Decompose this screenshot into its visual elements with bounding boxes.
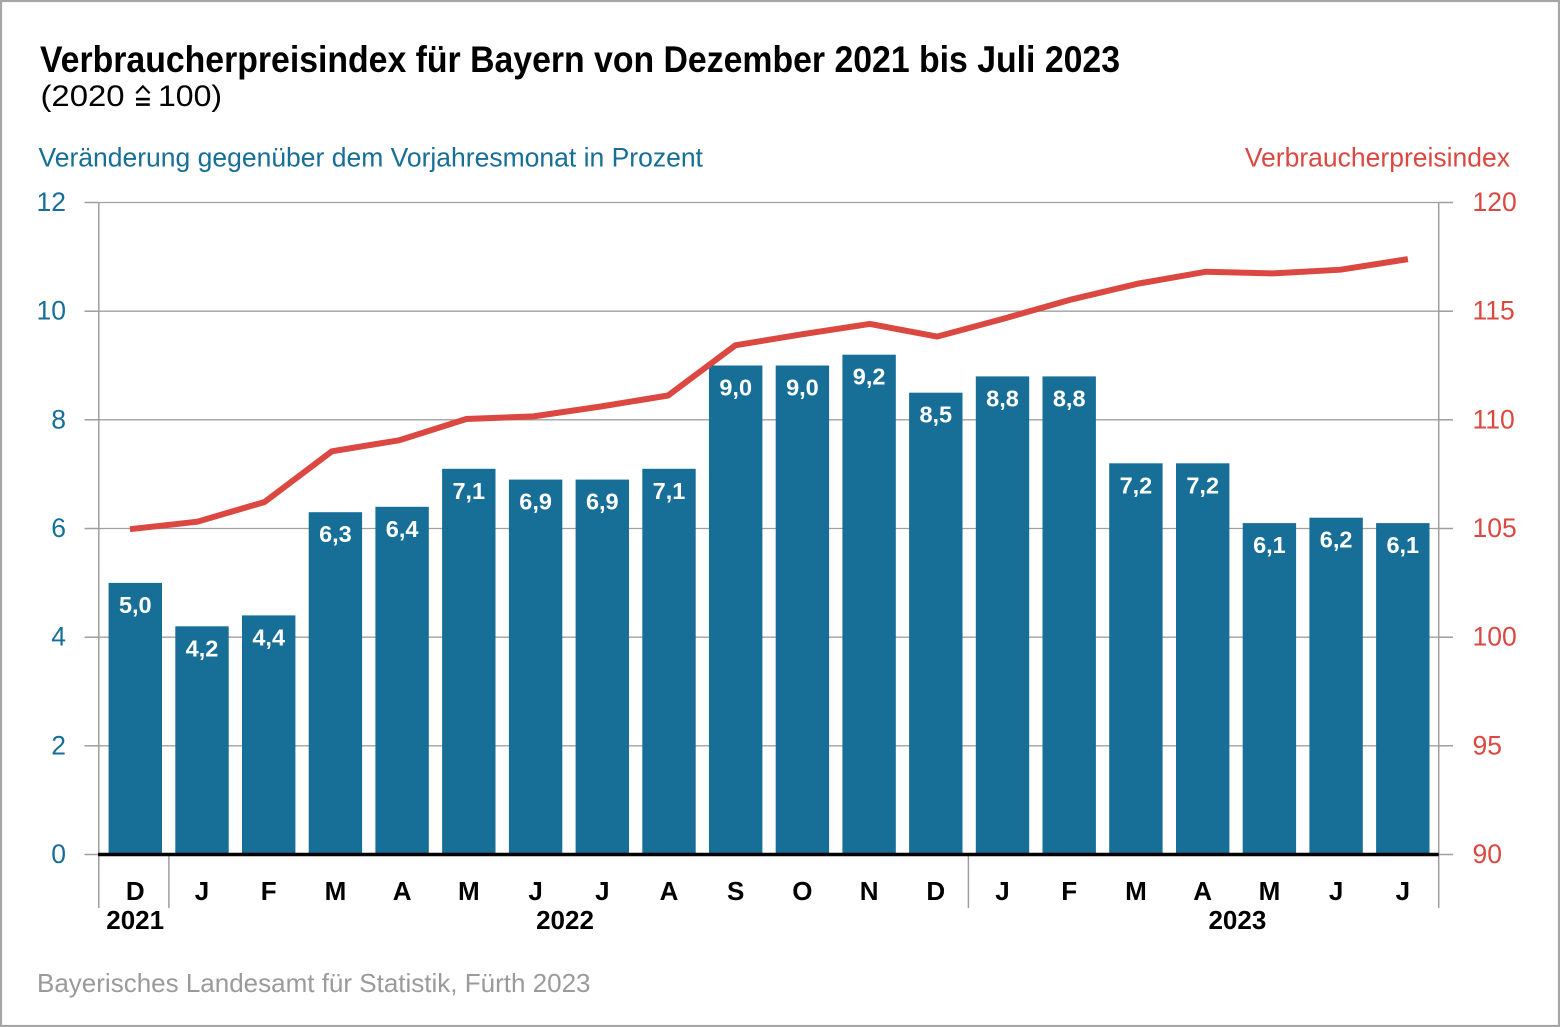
svg-text:M: M	[325, 876, 347, 906]
svg-text:6,1: 6,1	[1386, 532, 1419, 558]
svg-text:120: 120	[1473, 187, 1517, 217]
svg-text:J: J	[528, 876, 542, 906]
svg-text:F: F	[261, 876, 277, 906]
svg-text:J: J	[595, 876, 609, 906]
svg-text:12: 12	[37, 187, 66, 217]
svg-text:7,2: 7,2	[1186, 472, 1219, 498]
svg-text:6: 6	[51, 513, 66, 543]
svg-text:4,4: 4,4	[252, 624, 285, 650]
svg-text:9,0: 9,0	[719, 375, 752, 401]
svg-text:0: 0	[51, 839, 66, 869]
svg-text:115: 115	[1473, 296, 1515, 326]
svg-text:Bayerisches Landesamt für Stat: Bayerisches Landesamt für Statistik, Für…	[37, 968, 591, 998]
svg-text:95: 95	[1473, 730, 1502, 760]
svg-text:N: N	[860, 876, 879, 906]
svg-text:110: 110	[1473, 404, 1515, 434]
svg-text:S: S	[727, 876, 744, 906]
svg-text:9,2: 9,2	[853, 364, 886, 390]
svg-text:A: A	[1193, 876, 1212, 906]
svg-text:2022: 2022	[536, 905, 594, 935]
svg-text:2023: 2023	[1208, 905, 1266, 935]
svg-text:J: J	[195, 876, 209, 906]
svg-text:100): 100)	[158, 80, 222, 113]
svg-text:D: D	[926, 876, 945, 906]
svg-text:J: J	[1396, 876, 1410, 906]
svg-text:2: 2	[51, 730, 66, 760]
svg-text:8,8: 8,8	[1053, 385, 1086, 411]
svg-text:7,1: 7,1	[653, 478, 686, 504]
svg-text:9,0: 9,0	[786, 375, 819, 401]
svg-text:A: A	[393, 876, 412, 906]
svg-text:6,9: 6,9	[519, 489, 552, 515]
svg-text:(2020: (2020	[41, 80, 125, 113]
svg-text:105: 105	[1473, 513, 1517, 543]
svg-text:O: O	[792, 876, 812, 906]
svg-text:6,3: 6,3	[319, 521, 352, 547]
svg-text:D: D	[126, 876, 145, 906]
svg-text:8: 8	[51, 404, 66, 434]
svg-text:6,2: 6,2	[1320, 527, 1353, 553]
svg-text:6,1: 6,1	[1253, 532, 1286, 558]
svg-text:6,4: 6,4	[386, 516, 419, 542]
svg-text:8,5: 8,5	[919, 402, 952, 428]
svg-text:Verbraucherpreisindex für Baye: Verbraucherpreisindex für Bayern von Dez…	[40, 39, 1120, 80]
svg-text:M: M	[1125, 876, 1147, 906]
svg-text:J: J	[1329, 876, 1343, 906]
svg-text:M: M	[458, 876, 480, 906]
svg-text:6,9: 6,9	[586, 489, 619, 515]
svg-text:90: 90	[1473, 839, 1502, 869]
svg-text:A: A	[660, 876, 679, 906]
svg-text:M: M	[1259, 876, 1281, 906]
svg-text:10: 10	[37, 296, 66, 326]
svg-text:Verbraucherpreisindex: Verbraucherpreisindex	[1245, 143, 1510, 173]
svg-text:7,1: 7,1	[452, 478, 485, 504]
svg-text:2021: 2021	[106, 905, 164, 935]
svg-text:8,8: 8,8	[986, 385, 1019, 411]
svg-text:J: J	[995, 876, 1009, 906]
svg-text:F: F	[1061, 876, 1077, 906]
svg-text:7,2: 7,2	[1120, 472, 1153, 498]
svg-text:5,0: 5,0	[119, 592, 152, 618]
svg-text:100: 100	[1473, 622, 1517, 652]
svg-text:Veränderung gegenüber dem Vorj: Veränderung gegenüber dem Vorjahresmonat…	[39, 143, 704, 173]
svg-text:4: 4	[51, 622, 66, 652]
svg-text:4,2: 4,2	[186, 635, 219, 661]
